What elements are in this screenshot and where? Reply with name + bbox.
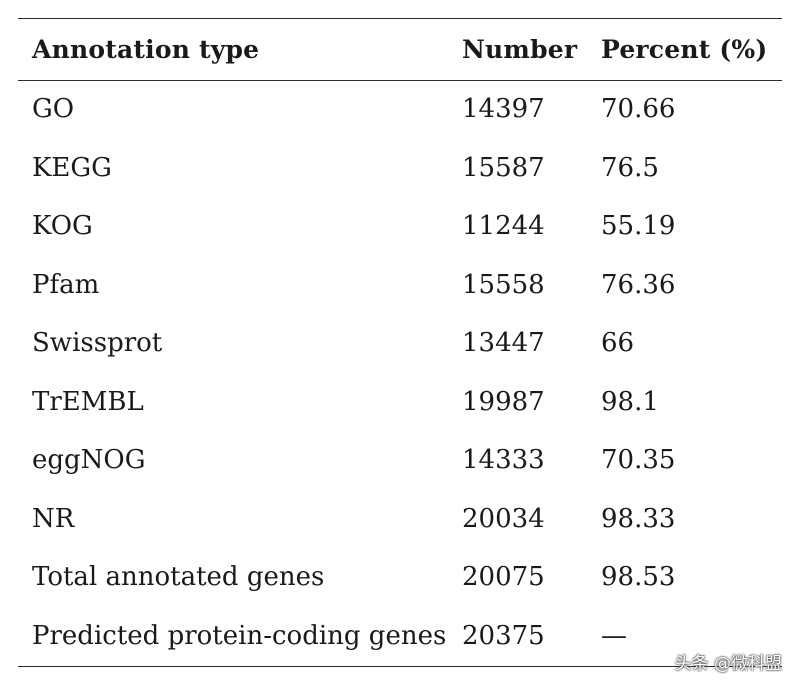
table-header-rule <box>18 80 782 81</box>
cell-percent: — <box>601 620 627 651</box>
cell-percent: 98.53 <box>601 562 676 593</box>
cell-percent: 66 <box>601 328 635 359</box>
cell-annotation-type: Swissprot <box>32 328 163 359</box>
table-row: TrEMBL 19987 98.1 <box>18 373 782 432</box>
watermark-text: 头条 @微科盟 <box>674 654 782 674</box>
header-number: Number <box>462 34 578 64</box>
table-bottom-rule <box>18 666 782 667</box>
cell-number: 15558 <box>462 269 545 300</box>
cell-number: 14397 <box>462 94 545 125</box>
cell-annotation-type: GO <box>32 94 75 125</box>
cell-number: 20034 <box>462 503 545 534</box>
table-top-rule <box>18 18 782 19</box>
cell-annotation-type: eggNOG <box>32 445 146 476</box>
cell-percent: 76.5 <box>601 152 659 183</box>
table-row: GO 14397 70.66 <box>18 80 782 139</box>
table-header-row: Annotation type Number Percent (%) <box>18 18 782 80</box>
cell-percent: 98.1 <box>601 386 659 417</box>
table-row: KOG 11244 55.19 <box>18 197 782 256</box>
cell-percent: 55.19 <box>601 211 676 242</box>
cell-annotation-type: KEGG <box>32 152 112 183</box>
cell-number: 13447 <box>462 328 545 359</box>
header-annotation-type: Annotation type <box>32 34 260 64</box>
cell-percent: 70.66 <box>601 94 676 125</box>
cell-annotation-type: Total annotated genes <box>32 562 325 593</box>
cell-annotation-type: TrEMBL <box>32 386 144 417</box>
cell-percent: 76.36 <box>601 269 676 300</box>
table-row: NR 20034 98.33 <box>18 490 782 549</box>
cell-percent: 70.35 <box>601 445 676 476</box>
cell-number: 20075 <box>462 562 545 593</box>
cell-number: 14333 <box>462 445 545 476</box>
cell-annotation-type: Pfam <box>32 269 100 300</box>
cell-number: 11244 <box>462 211 545 242</box>
table-row: Pfam 15558 76.36 <box>18 256 782 315</box>
cell-number: 15587 <box>462 152 545 183</box>
cell-annotation-type: NR <box>32 503 75 534</box>
cell-number: 19987 <box>462 386 545 417</box>
cell-annotation-type: KOG <box>32 211 93 242</box>
table-row: eggNOG 14333 70.35 <box>18 431 782 490</box>
table-row: Total annotated genes 20075 98.53 <box>18 548 782 607</box>
cell-percent: 98.33 <box>601 503 676 534</box>
header-percent: Percent (%) <box>601 34 768 64</box>
cell-annotation-type: Predicted protein-coding genes <box>32 620 447 651</box>
table-row: Predicted protein-coding genes 20375 — <box>18 607 782 666</box>
table-row: Swissprot 13447 66 <box>18 314 782 373</box>
table-row: KEGG 15587 76.5 <box>18 139 782 198</box>
cell-number: 20375 <box>462 620 545 651</box>
